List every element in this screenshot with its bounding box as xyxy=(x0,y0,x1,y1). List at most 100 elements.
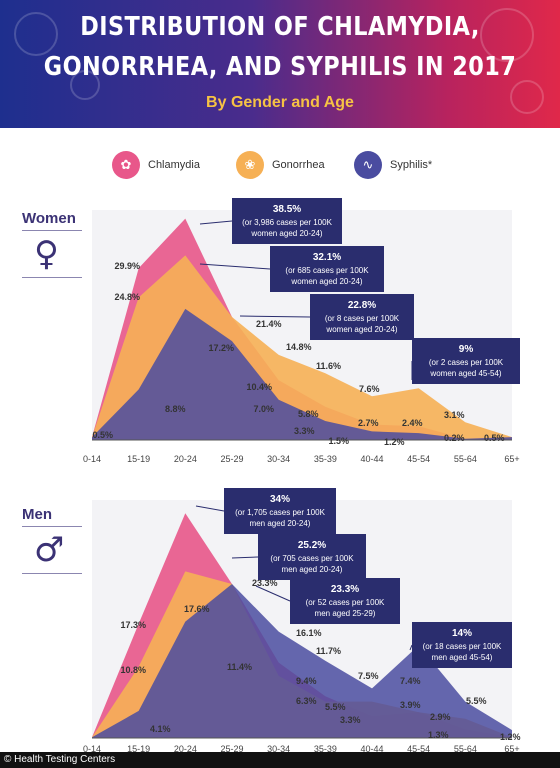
header-banner: DISTRIBUTION OF CHLAMYDIA, GONORRHEA, AN… xyxy=(0,0,560,128)
data-label: 6.3% xyxy=(296,696,317,706)
callout-box xyxy=(412,622,512,668)
data-label: 3.1% xyxy=(444,410,465,420)
callout-leader xyxy=(255,585,291,602)
x-tick-label: 0-14 xyxy=(83,454,101,464)
legend-label-chlamydia: Chlamydia xyxy=(148,159,200,171)
data-label: 0.2% xyxy=(444,433,465,443)
x-tick-label: 65+ xyxy=(504,744,519,752)
callout-percent: 25.2% xyxy=(298,540,326,551)
chlamydia-bacteria-icon: ✿ xyxy=(112,151,140,179)
men-title: Men xyxy=(22,506,52,523)
x-tick-label: 25-29 xyxy=(220,744,243,752)
data-label: 1.2% xyxy=(384,437,405,447)
x-tick-label: 15-19 xyxy=(127,454,150,464)
callout-detail-2: men aged 25-29) xyxy=(315,609,376,618)
data-label: 7.0% xyxy=(253,404,274,414)
data-label: 5.5% xyxy=(325,702,346,712)
data-label: 5.8% xyxy=(298,409,319,419)
callout-detail-2: men aged 20-24) xyxy=(250,519,311,528)
callout-detail-1: (or 8 cases per 100K xyxy=(325,314,400,323)
x-tick-label: 45-54 xyxy=(407,454,430,464)
legend-label-gonorrhea: Gonorrhea xyxy=(272,159,325,171)
legend-item-syphilis: ∿ Syphilis* xyxy=(354,148,432,182)
callout-percent: 9% xyxy=(459,344,474,355)
x-tick-label: 15-19 xyxy=(127,744,150,752)
callout-percent: 22.8% xyxy=(348,300,376,311)
x-tick-label: 20-24 xyxy=(174,744,197,752)
data-label: 16.1% xyxy=(296,628,322,638)
female-symbol-icon: ♀ xyxy=(34,234,59,274)
callout-percent: 38.5% xyxy=(273,204,301,215)
callout-detail-2: women aged 20-24) xyxy=(250,229,322,238)
data-label: 2.9% xyxy=(430,712,451,722)
callout-leader xyxy=(199,220,233,225)
title-line-1: DISTRIBUTION OF CHLAMYDIA, xyxy=(80,12,480,42)
data-label: 11.6% xyxy=(316,361,341,371)
data-label: 24.8% xyxy=(114,292,140,302)
x-tick-label: 30-34 xyxy=(267,454,290,464)
data-label: 0.5% xyxy=(484,433,505,443)
data-label: 5.5% xyxy=(466,696,487,706)
callout-box xyxy=(270,246,384,292)
callout-leader xyxy=(231,556,259,559)
x-tick-label: 65+ xyxy=(504,454,519,464)
data-label: 3.3% xyxy=(294,426,315,436)
legend-item-gonorrhea: ❀ Gonorrhea xyxy=(236,148,325,182)
callout-detail-1: (or 18 cases per 100K xyxy=(423,642,502,651)
data-label: 8.8% xyxy=(165,404,186,414)
callout-detail-1: (or 52 cases per 100K xyxy=(306,598,385,607)
data-label: 7.4% xyxy=(400,676,421,686)
legend: ✿ Chlamydia ❀ Gonorrhea ∿ Syphilis* xyxy=(0,148,560,182)
women-label: Women ♀ xyxy=(22,210,84,281)
data-label: 17.2% xyxy=(208,343,234,353)
callout-percent: 34% xyxy=(270,494,290,505)
callout-box xyxy=(258,534,366,580)
footer-credit: © Health Testing Centers xyxy=(0,752,560,768)
data-label: 10.4% xyxy=(246,382,272,392)
legend-label-syphilis: Syphilis* xyxy=(390,159,433,171)
data-label: 1.3% xyxy=(428,730,449,740)
x-tick-label: 25-29 xyxy=(220,454,243,464)
data-label: 23.3% xyxy=(252,578,278,588)
data-label: 17.6% xyxy=(184,604,210,614)
data-label: 17.3% xyxy=(120,620,146,630)
callout-leader xyxy=(195,505,225,512)
data-label: 0.5% xyxy=(92,430,113,440)
title-line-2: GONORRHEA, AND SYPHILIS IN 2017 xyxy=(43,52,517,82)
legend-item-chlamydia: ✿ Chlamydia xyxy=(112,148,200,182)
data-label: 3.9% xyxy=(400,700,421,710)
data-label: 11.4% xyxy=(227,662,252,672)
data-label: 14.8% xyxy=(286,342,312,352)
data-label: 10.8% xyxy=(120,665,146,675)
callout-detail-2: women aged 45-54) xyxy=(429,369,501,378)
data-label: 11.7% xyxy=(316,646,341,656)
x-tick-label: 40-44 xyxy=(360,454,383,464)
x-tick-label: 30-34 xyxy=(267,744,290,752)
data-label: 2.7% xyxy=(358,418,379,428)
series-area-syphilis xyxy=(92,308,512,440)
x-tick-label: 55-64 xyxy=(454,454,477,464)
callout-percent: 23.3% xyxy=(331,584,359,595)
gonorrhea-bacteria-icon: ❀ xyxy=(236,151,264,179)
data-label: 9.4% xyxy=(296,676,317,686)
x-tick-label: 40-44 xyxy=(360,744,383,752)
men-chart: 0-14 15-19 20-24 25-29 30-34 35-39 40-44 45-54 5… xyxy=(83,488,521,752)
callout-detail-1: (or 1,705 cases per 100K xyxy=(235,508,325,517)
data-label: 21.4% xyxy=(256,319,282,329)
data-label: 7.5% xyxy=(358,671,379,681)
series-area-syphilis xyxy=(92,584,512,738)
data-label: 1.5% xyxy=(328,436,349,446)
callout-percent: 32.1% xyxy=(313,252,341,263)
data-label: 29.9% xyxy=(114,261,140,271)
data-label: 3.3% xyxy=(340,715,361,725)
data-label: 7.6% xyxy=(359,384,380,394)
women-title: Women xyxy=(22,210,76,227)
callout-box xyxy=(224,488,336,534)
x-tick-label: 20-24 xyxy=(174,454,197,464)
x-tick-label: 45-54 xyxy=(407,744,430,752)
callout-detail-2: women aged 20-24) xyxy=(290,277,362,286)
callout-box xyxy=(310,294,414,340)
women-chart: 0-14 15-19 20-24 25-29 30-34 35-39 40-44 45-54 5… xyxy=(83,198,520,464)
callout-leader xyxy=(409,644,413,651)
callout-box xyxy=(412,338,520,384)
